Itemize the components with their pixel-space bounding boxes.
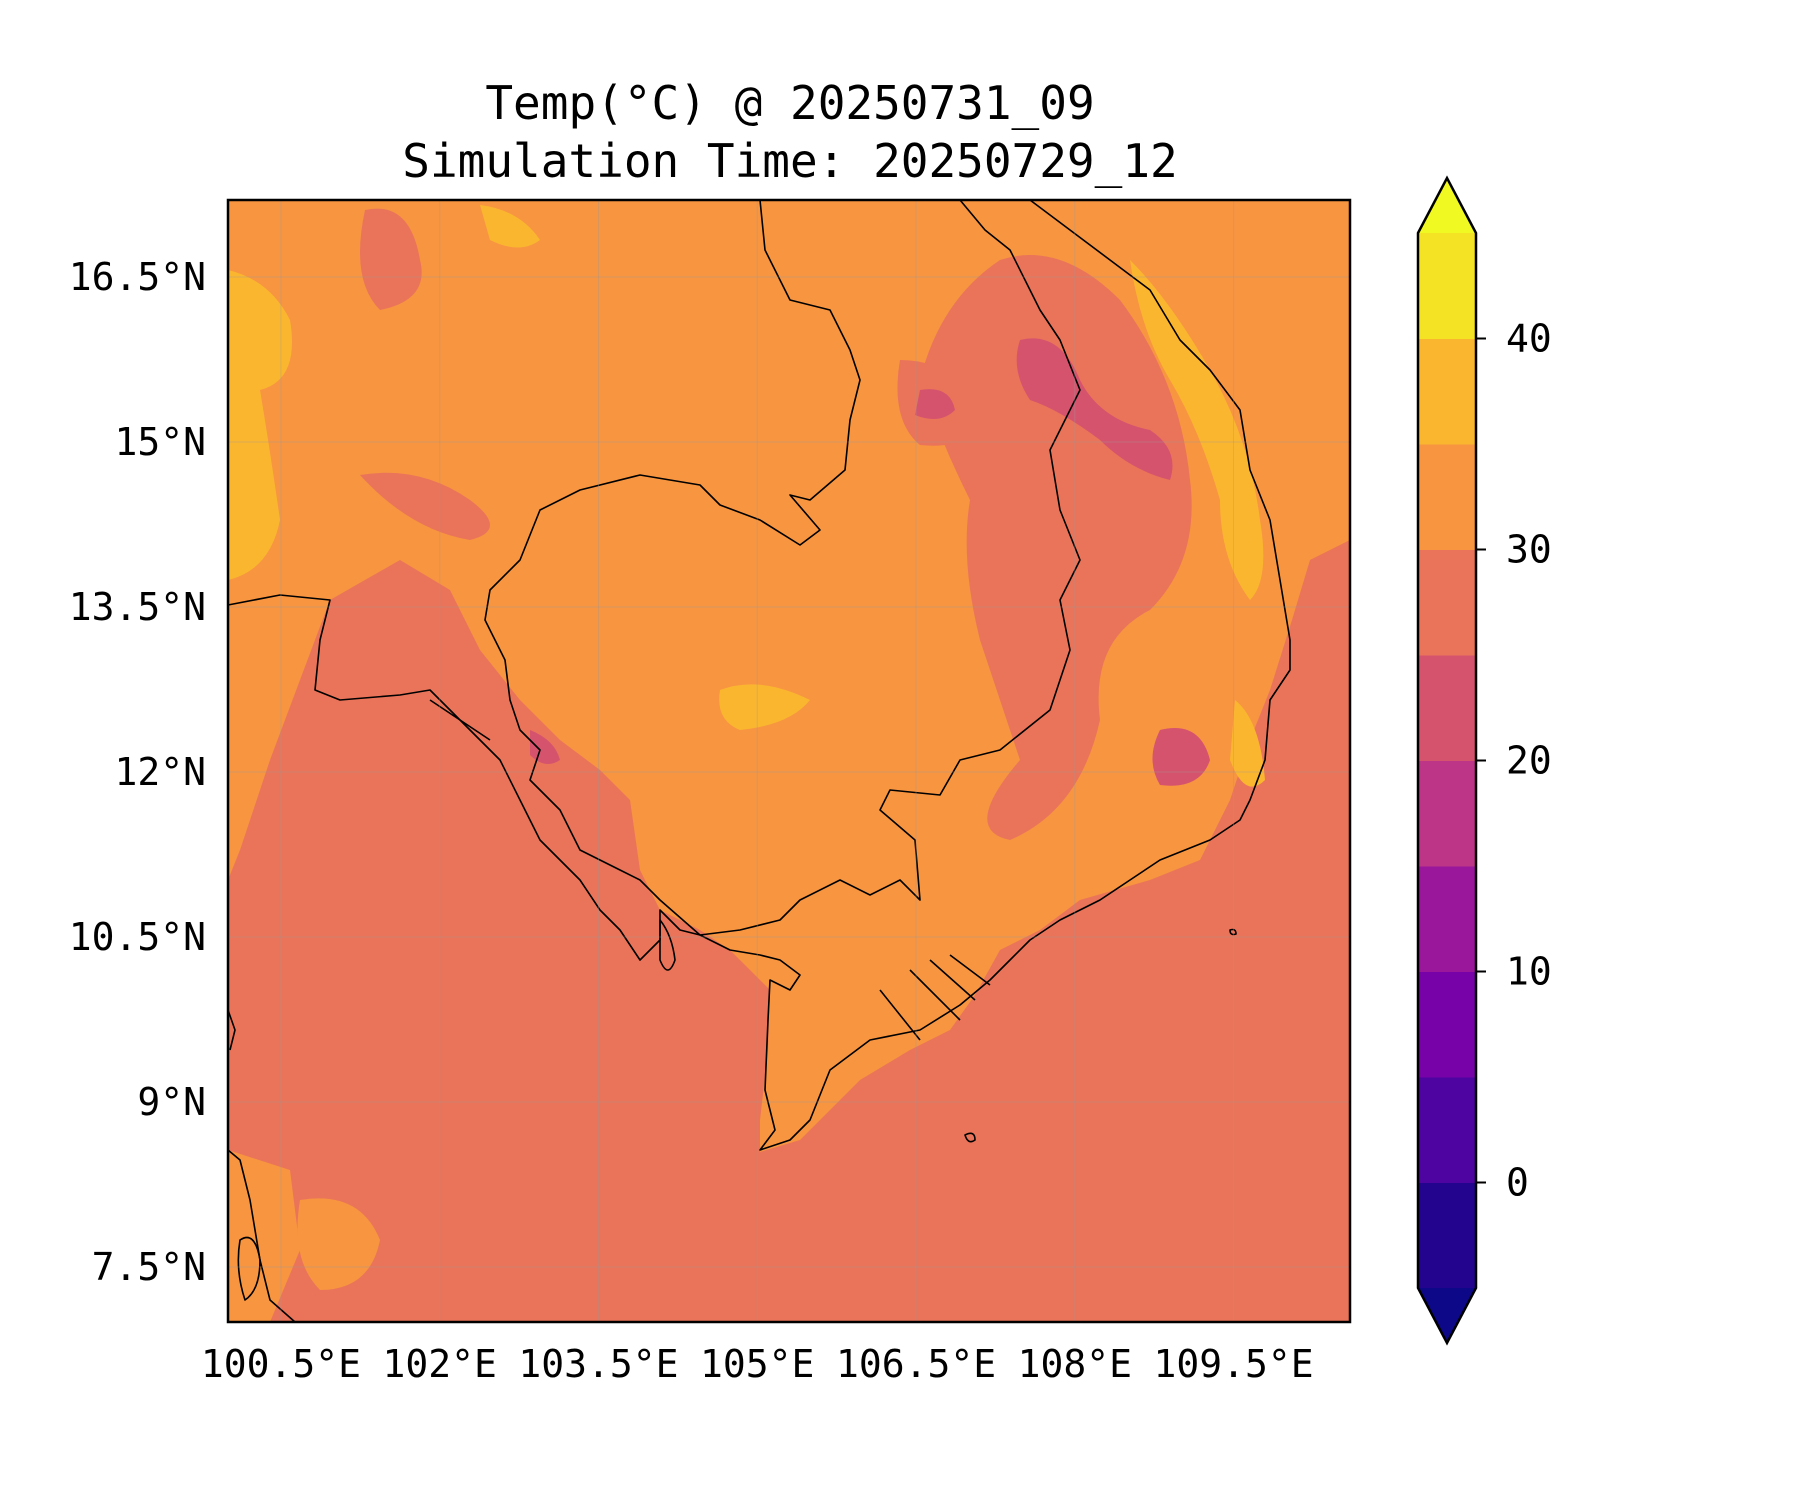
cold-highland-core — [915, 389, 955, 419]
map-frame — [226, 198, 1352, 1324]
island — [1229, 928, 1237, 936]
longitude-tick-label: 106.5°E — [836, 1342, 996, 1386]
longitude-tick-label: 102°E — [383, 1342, 497, 1386]
coastline — [227, 1149, 296, 1323]
longitude-tick-labels: 100.5°E 102°E 103.5°E 105°E 106.5°E 108°E 109.… — [201, 1342, 1314, 1386]
longitude-tick-label: 100.5°E — [201, 1342, 361, 1386]
cold-highland-core — [1152, 728, 1210, 786]
colorbar-tick-label: 30 — [1506, 528, 1552, 572]
map-title: Temp(°C) @ 20250731_09 — [485, 76, 1095, 130]
hot-patch — [719, 684, 810, 730]
latitude-tick-label: 12°N — [114, 750, 206, 794]
colorbar-tick-label: 0 — [1506, 1161, 1529, 1205]
cold-highland-core — [1016, 338, 1173, 480]
hot-patch — [1130, 260, 1264, 600]
latitude-tick-labels: 16.5°N 15°N 13.5°N 12°N 10.5°N 9°N 7.5°N — [69, 255, 206, 1289]
highland-patch — [297, 1198, 380, 1290]
coastline — [227, 1009, 236, 1051]
longitude-tick-label: 109.5°E — [1153, 1342, 1313, 1386]
highland-patch — [360, 472, 490, 540]
latitude-tick-label: 7.5°N — [92, 1245, 206, 1289]
colorbar-segment — [1418, 760, 1476, 867]
colorbar-segment — [1418, 1077, 1476, 1183]
colorbar-under-arrow — [1418, 1288, 1476, 1343]
colorbar-segment — [1418, 338, 1476, 445]
country-borders — [227, 594, 491, 741]
colorbar: 0 10 20 30 40 — [1416, 175, 1552, 1346]
colorbar-segment — [1418, 866, 1476, 972]
colorbar-segment — [1418, 971, 1476, 1078]
latitude-tick-label: 16.5°N — [69, 255, 206, 299]
highland-patch — [360, 208, 422, 310]
colorbar-tick-label: 20 — [1506, 739, 1552, 783]
map-plot-area — [226, 198, 1352, 1324]
colorbar-segment — [1418, 444, 1476, 550]
coastline — [659, 919, 676, 971]
latitude-tick-label: 13.5°N — [69, 585, 206, 629]
peninsula-land-field — [228, 1150, 300, 1322]
highland-patch — [920, 255, 1192, 840]
map-subtitle: Simulation Time: 20250729_12 — [402, 134, 1178, 188]
latitude-tick-label: 9°N — [137, 1080, 206, 1124]
island — [964, 1132, 976, 1143]
longitude-tick-label: 105°E — [700, 1342, 814, 1386]
colorbar-tick-label: 40 — [1506, 317, 1552, 361]
coastline — [237, 1236, 261, 1301]
colorbar-outline — [1416, 175, 1478, 1346]
latitude-tick-label: 10.5°N — [69, 915, 206, 959]
longitude-tick-label: 103.5°E — [518, 1342, 678, 1386]
hot-patch — [228, 270, 292, 580]
colorbar-segment — [1418, 655, 1476, 761]
colorbar-segment — [1418, 549, 1476, 656]
gridlines — [228, 200, 1350, 1322]
country-borders — [484, 199, 1081, 936]
colorbar-segment — [1418, 1182, 1476, 1289]
colorbar-tick-label: 10 — [1506, 950, 1552, 994]
hot-patch — [480, 205, 540, 248]
coastline — [429, 199, 1291, 1151]
hot-patch — [1230, 700, 1265, 787]
river-channels — [879, 954, 991, 1041]
latitude-tick-label: 15°N — [114, 420, 206, 464]
colorbar-segment — [1418, 233, 1476, 339]
longitude-tick-label: 108°E — [1018, 1342, 1132, 1386]
colorbar-over-arrow — [1418, 178, 1476, 233]
